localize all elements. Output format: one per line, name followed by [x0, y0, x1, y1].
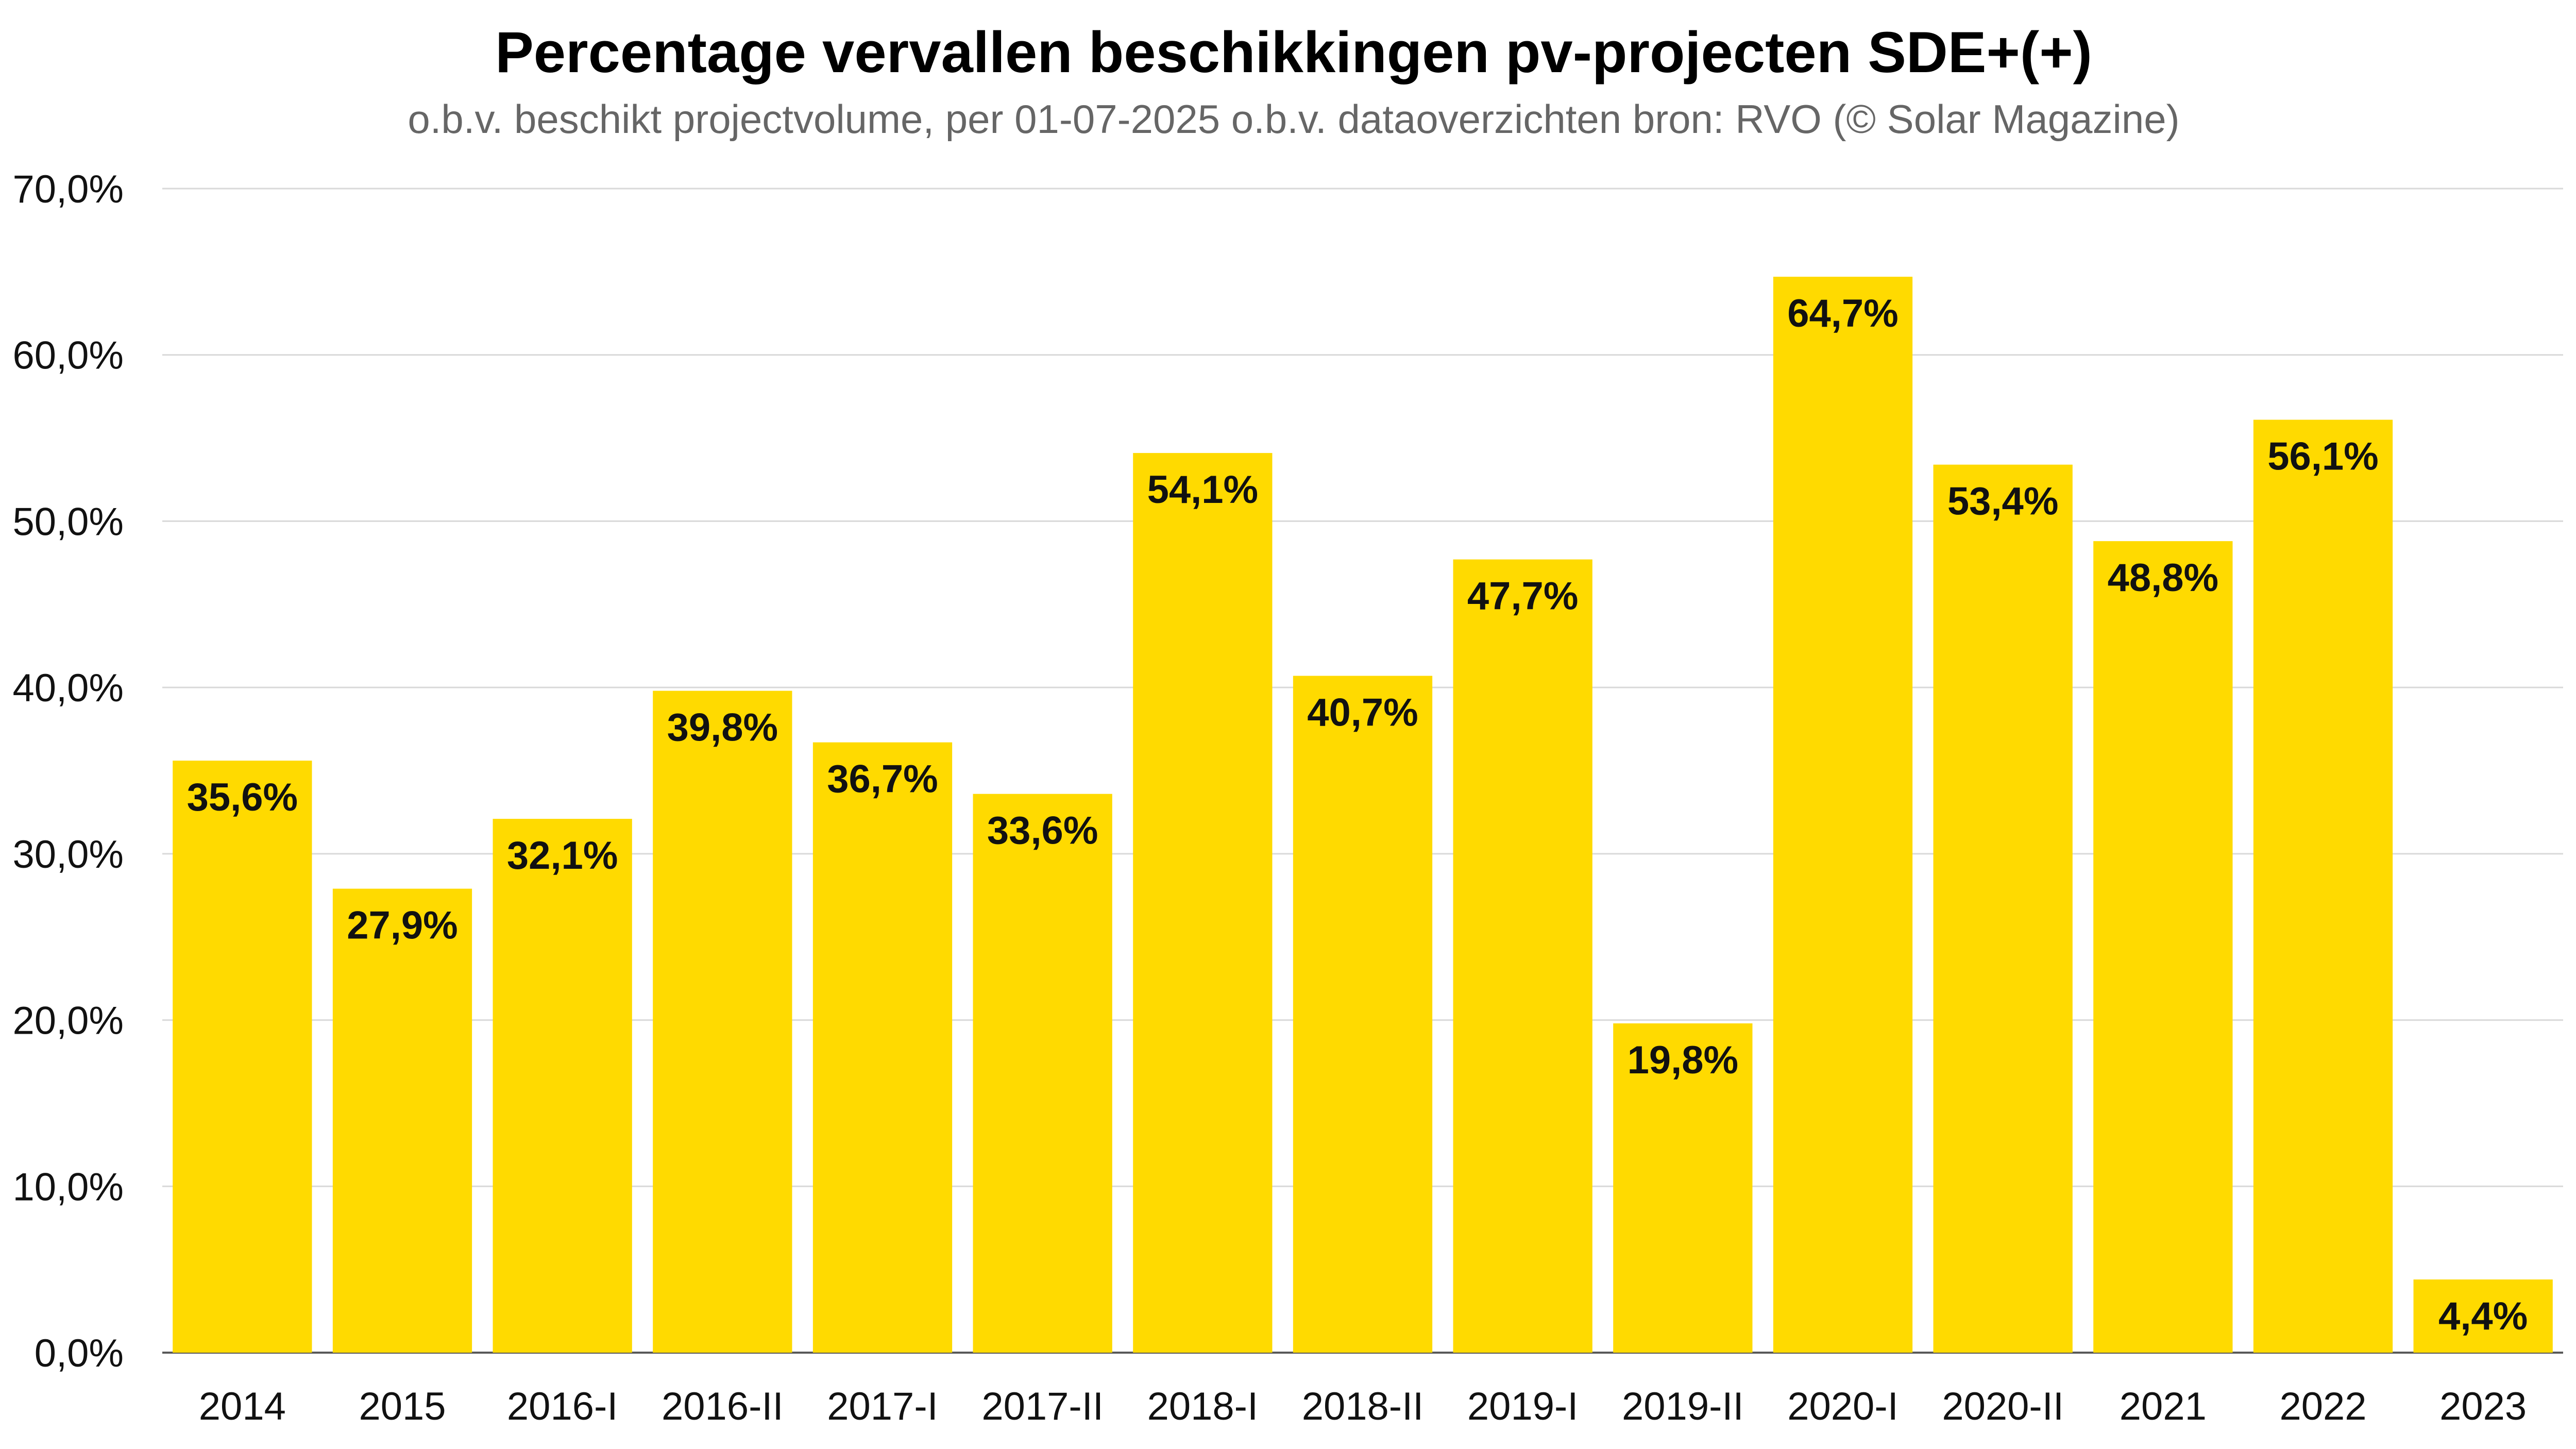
chart-title: Percentage vervallen beschikkingen pv-pr…	[495, 20, 2092, 85]
x-axis-tick-labels: 2014 2015 2016-I 2016-II 2017-I 2017-II 2018-I…	[199, 1385, 2527, 1428]
data-label: 4,4%	[2438, 1294, 2528, 1338]
data-label: 27,9%	[347, 904, 458, 948]
data-label: 35,6%	[187, 776, 298, 819]
bar	[1613, 1023, 1753, 1353]
bar	[653, 690, 792, 1353]
x-tick-label: 2019-I	[1467, 1385, 1579, 1428]
x-tick-label: 2015	[359, 1385, 446, 1428]
bar	[493, 819, 632, 1353]
data-label: 19,8%	[1628, 1038, 1739, 1082]
x-tick-label: 2016-I	[507, 1385, 618, 1428]
bar	[2413, 1279, 2553, 1353]
bars	[173, 277, 2553, 1353]
bar	[2093, 541, 2233, 1353]
x-tick-label: 2023	[2439, 1385, 2527, 1428]
x-tick-label: 2019-II	[1622, 1385, 1744, 1428]
x-tick-label: 2020-II	[1942, 1385, 2064, 1428]
data-label: 64,7%	[1787, 292, 1899, 335]
data-label: 36,7%	[827, 757, 938, 801]
data-label: 39,8%	[667, 706, 778, 750]
bar	[1933, 464, 2073, 1353]
y-tick-label: 0,0%	[35, 1332, 124, 1375]
bar	[1133, 453, 1273, 1353]
y-tick-label: 30,0%	[13, 833, 124, 877]
y-tick-label: 10,0%	[13, 1165, 124, 1209]
y-tick-label: 40,0%	[13, 666, 124, 710]
data-labels: 35,6% 27,9% 32,1% 39,8% 36,7% 33,6% 54,1% 40,7%…	[187, 292, 2528, 1338]
data-label: 56,1%	[2267, 435, 2379, 479]
bar	[2253, 419, 2393, 1353]
y-tick-label: 70,0%	[13, 167, 124, 211]
data-label: 54,1%	[1147, 468, 1259, 512]
y-tick-label: 50,0%	[13, 500, 124, 544]
x-tick-label: 2017-I	[827, 1385, 938, 1428]
data-label: 48,8%	[2108, 556, 2219, 600]
x-tick-label: 2016-II	[662, 1385, 784, 1428]
x-tick-label: 2018-II	[1302, 1385, 1424, 1428]
data-label: 33,6%	[987, 809, 1098, 853]
x-tick-label: 2022	[2279, 1385, 2366, 1428]
x-tick-label: 2017-II	[981, 1385, 1104, 1428]
y-tick-label: 20,0%	[13, 999, 124, 1043]
chart-subtitle: o.b.v. beschikt projectvolume, per 01-07…	[408, 96, 2179, 142]
y-tick-label: 60,0%	[13, 334, 124, 378]
bar	[1453, 559, 1592, 1353]
y-axis-tick-labels: 0,0% 10,0% 20,0% 30,0% 40,0% 50,0% 60,0% 70,0%	[13, 167, 124, 1375]
data-label: 32,1%	[507, 834, 618, 878]
bar	[173, 761, 312, 1353]
bar	[1293, 676, 1433, 1353]
data-label: 53,4%	[1947, 480, 2059, 524]
data-label: 47,7%	[1467, 575, 1579, 618]
x-tick-label: 2014	[199, 1385, 286, 1428]
data-label: 40,7%	[1307, 691, 1418, 735]
bar	[812, 742, 953, 1353]
bar	[1773, 277, 1913, 1353]
bar	[973, 794, 1112, 1353]
x-tick-label: 2020-I	[1787, 1385, 1899, 1428]
bar	[332, 888, 472, 1353]
x-tick-label: 2018-I	[1147, 1385, 1259, 1428]
x-tick-label: 2021	[2120, 1385, 2207, 1428]
